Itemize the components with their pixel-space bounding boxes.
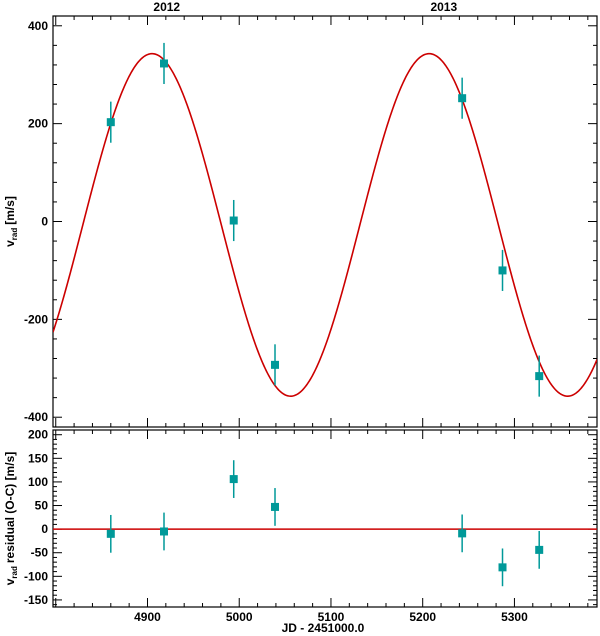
orbit-fit-curve <box>53 52 597 397</box>
y-tick-label: 0 <box>41 215 48 229</box>
residual-frame <box>52 429 598 608</box>
rv-point <box>535 372 544 381</box>
x-tick-label: 5100 <box>318 610 345 624</box>
rv-y-axis-title: vrad [m/s] <box>3 196 19 247</box>
year-label: 2013 <box>430 0 457 14</box>
residual-point <box>271 502 280 511</box>
residual-point <box>498 563 507 572</box>
x-tick-label: 4900 <box>134 610 161 624</box>
rv-point <box>106 118 115 127</box>
x-tick-label: 5300 <box>501 610 528 624</box>
residual-point <box>535 545 544 554</box>
x-tick-label: 5000 <box>226 610 253 624</box>
y-tick-label: 400 <box>28 19 48 33</box>
ylabel-subscript: rad <box>10 228 19 241</box>
rv-point <box>458 94 467 103</box>
rv-point <box>160 59 169 68</box>
y-tick-label: -50 <box>31 546 49 560</box>
ylabel-unit: [m/s] <box>3 196 17 225</box>
y-tick-label: 0 <box>41 522 48 536</box>
y-tick-label: -400 <box>24 410 48 424</box>
rv-point <box>229 216 238 225</box>
rv-point <box>498 266 507 275</box>
rv-panel: -400 -200 0 200 400 vrad [m/s] 2012 2013 <box>3 0 598 428</box>
ylabel-unit: residual (O-C) [m/s] <box>3 452 17 563</box>
rv-point <box>271 360 280 369</box>
residual-point <box>229 475 238 484</box>
y-tick-label: 100 <box>28 475 48 489</box>
y-tick-label: 200 <box>28 428 48 442</box>
y-tick-label: -200 <box>24 312 48 326</box>
residual-point <box>106 529 115 538</box>
x-axis-title: JD - 2451000.0 <box>282 621 365 635</box>
x-tick-label: 5200 <box>409 610 436 624</box>
ylabel-symbol: v <box>3 578 17 585</box>
ylabel-symbol: v <box>3 240 17 247</box>
y-tick-label: 50 <box>35 499 49 513</box>
y-tick-label: 150 <box>28 451 48 465</box>
rv-frame <box>52 15 598 428</box>
residual-y-axis-title: vrad residual (O-C) [m/s] <box>3 452 19 586</box>
residual-point <box>160 527 169 536</box>
year-label: 2012 <box>153 0 180 14</box>
y-tick-label: -100 <box>24 569 48 583</box>
residual-point <box>458 529 467 538</box>
residual-panel: -150 -100 -50 0 50 100 150 200 4900 5000 5100 5200 5… <box>3 428 598 624</box>
y-tick-label: -150 <box>24 593 48 607</box>
ylabel-subscript: rad <box>10 566 19 579</box>
y-tick-label: 200 <box>28 117 48 131</box>
